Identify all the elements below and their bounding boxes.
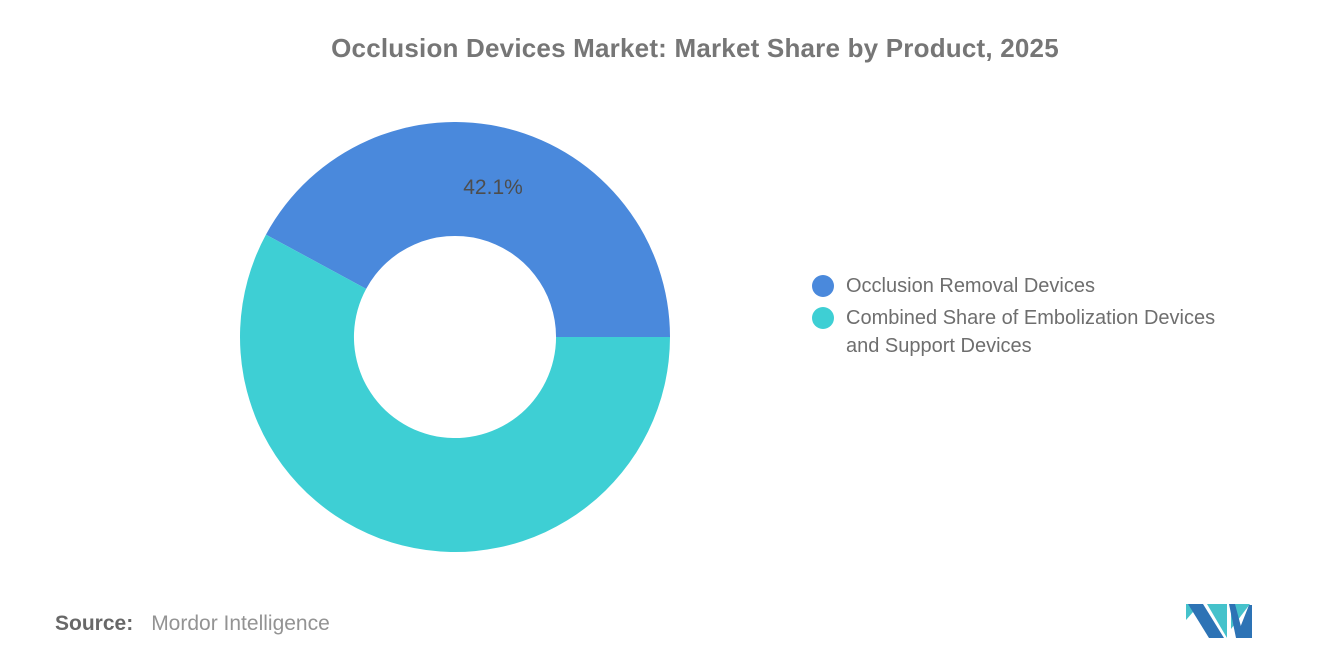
source-label: Source: — [55, 612, 134, 635]
source-value: Mordor Intelligence — [151, 612, 330, 635]
chart-legend: Occlusion Removal Devices Combined Share… — [812, 272, 1282, 360]
legend-item: Combined Share of Embolization Devices a… — [812, 304, 1282, 360]
mordor-intelligence-logo-icon — [1186, 604, 1252, 638]
chart-title: Occlusion Devices Market: Market Share b… — [331, 33, 1059, 63]
legend-swatch-icon — [812, 307, 834, 329]
pie-slice-1 — [240, 234, 670, 553]
donut-chart-svg: 42.1% — [240, 122, 670, 553]
legend-label: Combined Share of Embolization Devices a… — [846, 307, 1216, 357]
legend-swatch-icon — [812, 275, 834, 297]
source-attribution: Source: Mordor Intelligence — [55, 612, 330, 636]
slice-value-label: 42.1% — [463, 176, 523, 199]
donut-chart: 42.1% — [240, 122, 670, 553]
legend-item: Occlusion Removal Devices — [812, 272, 1282, 300]
pie-slice-0 — [265, 122, 670, 337]
legend-label: Occlusion Removal Devices — [846, 275, 1095, 297]
